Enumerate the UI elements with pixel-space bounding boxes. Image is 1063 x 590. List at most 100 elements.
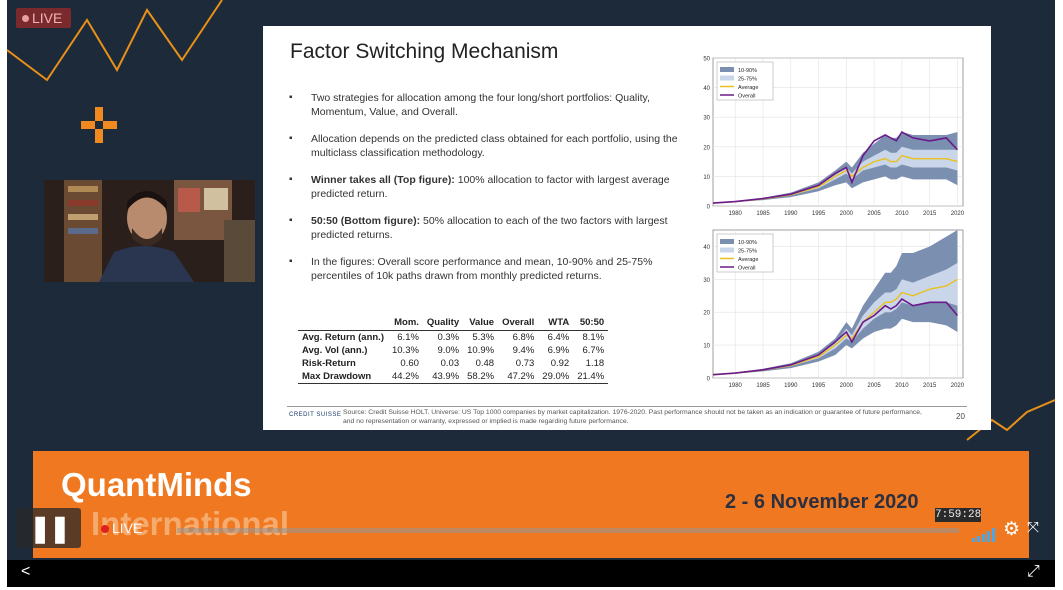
source-note: Source: Credit Suisse HOLT. Universe: US… [343,409,922,425]
table-cell: 8.1% [582,332,605,343]
time-tooltip: 7:59:28 [935,508,982,522]
table-cell: 47.2% [498,370,539,384]
legend-label: Overall [738,94,755,100]
table-cell: 9.4% [512,345,535,356]
bullet-item: Two strategies for allocation among the … [289,91,679,119]
bullet-text: Allocation depends on the predicted clas… [311,133,678,159]
signal-bars-icon[interactable] [972,528,996,542]
legend-label: 25-75% [738,249,757,255]
fullscreen-icon[interactable]: ⤧ [1027,519,1040,536]
table-cell: 0.48 [475,358,495,369]
table-cell: 1.18 [585,358,605,369]
gear-icon[interactable]: ⚙ [1003,519,1021,540]
bullet-text: 50% allocation to each of the two factor… [311,215,668,241]
chart-bottom-50-50: 0 10 20 30 40 1980 1985 1990 1995 2000 2005 2010 201… [703,229,965,389]
legend-swatch [720,239,734,244]
y-tick-label: 40 [703,86,710,92]
y-tick-label: 10 [703,175,710,181]
band-10-90 [713,132,958,204]
table-cell: 6.4% [547,332,570,343]
legend-label: 25-75% [738,77,757,83]
x-tick-label: 1990 [784,383,798,389]
bullet-bold-text: 50:50 (Bottom figure): [311,215,421,227]
pause-icon: ❚❚ [29,513,71,543]
x-tick-label: 2005 [867,383,881,389]
table-cell: 6.1% [397,332,419,343]
x-tick-label: 2015 [923,211,937,217]
y-tick-label: 30 [703,278,710,284]
share-icon[interactable]: < [21,563,31,580]
legend-swatch [720,75,734,81]
y-tick-label: 20 [703,311,710,317]
bullet-text: In the figures: Overall score performanc… [311,256,653,282]
brand-name-line1: QuantMinds [61,466,252,503]
pause-button[interactable]: ❚❚ [17,508,81,548]
table-header-cell [298,317,388,331]
table-cell: 6.8% [512,332,535,343]
event-dates: 2 - 6 November 2020 [725,491,919,513]
bullet-item: In the figures: Overall score performanc… [289,255,679,283]
chart-top-winner-takes-all: 0 10 20 30 40 50 1980 1985 1990 1995 2000 2005 2010 2… [703,57,965,218]
decor-line-top-left [7,0,223,82]
legend-swatch [720,247,734,253]
overall-line [712,130,959,204]
table-header-cell: Overall [498,317,539,331]
table-row: Avg. Return (ann.) 6.1% 0.3% 5.3% 6.8% 6… [298,331,608,345]
video-stage[interactable]: LIVE Factor Switching Mechanism Two stra… [7,0,1055,560]
legend-label: 10-90% [738,68,757,74]
legend-label: Overall [738,266,755,272]
legend-label: Average [738,257,758,263]
live-badge: LIVE [16,8,71,28]
table-row-label: Risk-Return [302,358,356,369]
player-controls: ❚❚ LIVE 7:59:28 ⚙ ⤧ [17,508,1045,548]
progress-track[interactable] [177,528,959,533]
band-25-75 [713,262,958,375]
live-indicator-label: LIVE [112,520,143,536]
table-cell: 0.3% [437,332,460,343]
table-row-label: Avg. Return (ann.) [302,332,384,343]
event-banner: QuantMinds International 2 - 6 November … [33,451,1029,558]
slide-bullet-list: Two strategies for allocation among the … [289,91,679,296]
table-header-row: Mom. Quality Value Overall WTA 50:50 [298,317,609,331]
table-header-cell: Mom. [387,317,423,331]
plus-logo-icon [81,107,117,143]
y-tick-label: 0 [707,205,711,211]
legend-label: 10-90% [738,240,757,246]
x-tick-label: 1985 [756,383,770,389]
live-badge-label: LIVE [32,10,63,26]
live-dot-icon [22,15,29,23]
table-row: Risk-Return 0.60 0.03 0.48 0.73 0.92 1.1… [298,357,608,370]
bullet-text: Two strategies for allocation among the … [311,92,650,118]
page-number: 20 [956,412,965,421]
table-cell: 29.0% [538,370,574,384]
bullet-item: Allocation depends on the predicted clas… [289,132,679,160]
live-dot-icon [101,525,109,534]
table-cell: 9.0% [437,345,460,356]
performance-table: Mom. Quality Value Overall WTA 50:50 Avg… [298,317,609,384]
table-cell: 6.9% [547,345,570,356]
x-tick-label: 1990 [784,211,798,217]
expand-icon[interactable]: ⤢ [1027,563,1040,580]
x-tick-label: 2005 [867,211,881,217]
x-tick-label: 1995 [812,383,826,389]
bottom-toolbar: < ⤢ [7,560,1055,587]
x-tick-label: 2000 [840,211,854,217]
table-cell: 21.4% [573,370,609,384]
y-tick-label: 50 [703,57,710,63]
table-header-cell: Quality [422,317,464,331]
x-tick-label: 2015 [923,383,937,389]
table-header-cell: WTA [538,317,574,331]
x-tick-label: 2020 [951,383,965,389]
credit-suisse-logo: CREDIT SUISSE [289,412,342,418]
brand-name-line2: International [91,505,290,542]
slide-footer-divider [287,406,967,407]
live-indicator[interactable]: LIVE [101,520,142,536]
table-header-cell: Value [463,317,499,331]
bullet-item: 50:50 (Bottom figure): 50% allocation to… [289,214,679,242]
legend-label: Average [738,85,758,91]
x-tick-label: 1985 [756,211,770,217]
y-tick-label: 10 [703,344,710,350]
x-tick-label: 1980 [729,383,743,389]
x-tick-label: 2020 [951,211,965,217]
legend-swatch [720,67,734,72]
